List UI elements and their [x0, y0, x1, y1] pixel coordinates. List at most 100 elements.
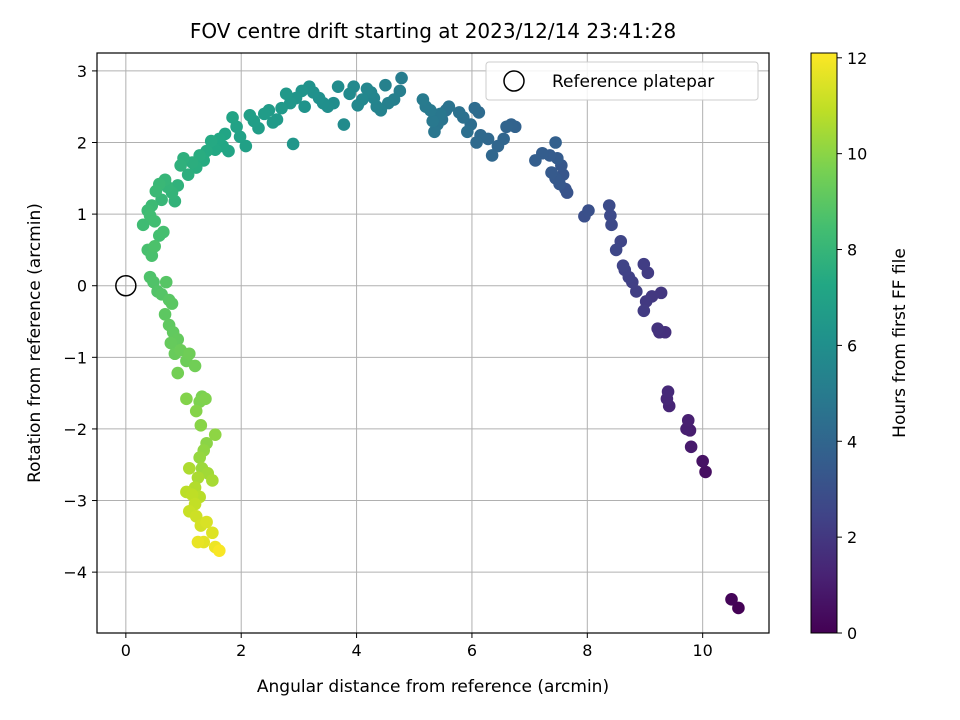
data-point: [331, 80, 345, 93]
data-point: [609, 243, 623, 257]
reference-marker: [115, 274, 137, 297]
data-point: [212, 544, 226, 557]
legend-box: [485, 61, 759, 101]
x-axis-ticks: 0 2 4 6 8 10: [121, 633, 713, 660]
y-axis-label: Rotation from reference (arcmin): [25, 203, 45, 483]
data-point: [395, 71, 408, 85]
data-point: [157, 225, 170, 239]
data-point: [442, 100, 456, 114]
y-tick-label: 1: [77, 205, 87, 224]
data-point: [199, 392, 212, 406]
colorbar: [810, 52, 838, 634]
data-point: [158, 308, 172, 321]
data-point: [181, 168, 195, 182]
data-point: [602, 199, 616, 212]
data-point: [233, 130, 247, 144]
data-point: [732, 601, 745, 615]
data-point: [149, 184, 163, 198]
data-point: [279, 87, 293, 101]
colorbar-tick-label: 2: [847, 528, 857, 547]
data-point: [582, 204, 595, 217]
data-point: [206, 474, 219, 487]
colorbar-label: Hours from first FF file: [890, 248, 910, 438]
data-point: [616, 259, 630, 272]
data-point: [452, 106, 466, 119]
data-point: [428, 125, 441, 139]
data-point: [491, 139, 505, 153]
chart-title: FOV centre drift starting at 2023/12/14 …: [190, 19, 676, 43]
colorbar-tick-label: 12: [847, 49, 867, 68]
x-tick-label: 4: [351, 641, 361, 660]
legend-reference-label: Reference platepar: [552, 72, 714, 92]
data-point: [136, 218, 150, 232]
y-tick-label: 0: [77, 277, 87, 296]
y-axis-ticks: −4 −3 −2 −1 0 1 2 3: [63, 62, 97, 582]
data-point: [545, 166, 558, 179]
data-point: [182, 462, 196, 475]
data-point: [604, 209, 617, 222]
colorbar-tick-label: 4: [847, 432, 857, 451]
data-point: [148, 214, 161, 228]
data-point: [529, 154, 542, 167]
data-point: [468, 101, 482, 115]
data-point: [171, 366, 185, 380]
colorbar-tick-label: 0: [847, 624, 857, 643]
data-point: [696, 454, 709, 468]
data-point: [148, 240, 161, 253]
colorbar-tick-label: 10: [847, 145, 867, 164]
data-point: [266, 116, 280, 129]
data-point: [189, 509, 203, 523]
data-point: [426, 114, 440, 128]
x-tick-label: 6: [467, 641, 477, 660]
x-tick-label: 10: [692, 641, 712, 660]
reference-marker-group: [115, 274, 137, 297]
data-point: [699, 465, 712, 479]
data-point: [191, 471, 205, 484]
data-point: [549, 136, 562, 149]
data-point: [191, 535, 205, 549]
colorbar-tick-label: 6: [847, 336, 857, 355]
x-tick-label: 8: [582, 641, 592, 660]
y-tick-label: 3: [77, 62, 87, 81]
y-tick-label: −1: [63, 348, 87, 367]
data-point: [286, 137, 300, 151]
data-point: [485, 149, 499, 162]
data-point: [500, 120, 513, 134]
data-point: [159, 275, 173, 289]
x-axis-label: Angular distance from reference (arcmin): [257, 677, 609, 697]
x-tick-label: 2: [236, 641, 246, 660]
data-points: [136, 71, 745, 615]
y-tick-label: 2: [77, 134, 87, 153]
y-tick-label: −4: [63, 563, 87, 582]
data-point: [257, 107, 271, 121]
data-point: [343, 87, 356, 101]
data-point: [189, 404, 203, 418]
y-tick-label: −3: [63, 492, 87, 511]
data-point: [351, 98, 365, 112]
data-point: [379, 78, 392, 92]
plot-frame: [96, 52, 770, 634]
data-point: [204, 134, 218, 148]
data-point: [681, 414, 695, 427]
data-point: [684, 440, 698, 454]
data-point: [200, 515, 213, 529]
data-point: [194, 419, 208, 432]
data-point: [461, 125, 474, 139]
data-point: [206, 526, 219, 540]
colorbar-ticks: 0 2 4 6 8 10 12: [837, 49, 867, 643]
data-point: [661, 385, 675, 398]
data-point: [470, 136, 483, 149]
legend-reference-marker: [503, 70, 525, 92]
data-point: [239, 139, 253, 153]
legend: Reference platepar: [485, 61, 759, 101]
data-point: [337, 118, 351, 131]
data-point: [208, 428, 222, 441]
data-point: [637, 304, 651, 318]
data-point: [164, 336, 178, 350]
data-point: [298, 100, 311, 114]
data-point: [193, 451, 206, 464]
data-point: [275, 101, 288, 115]
data-point: [637, 257, 651, 271]
y-tick-label: −2: [63, 420, 87, 439]
